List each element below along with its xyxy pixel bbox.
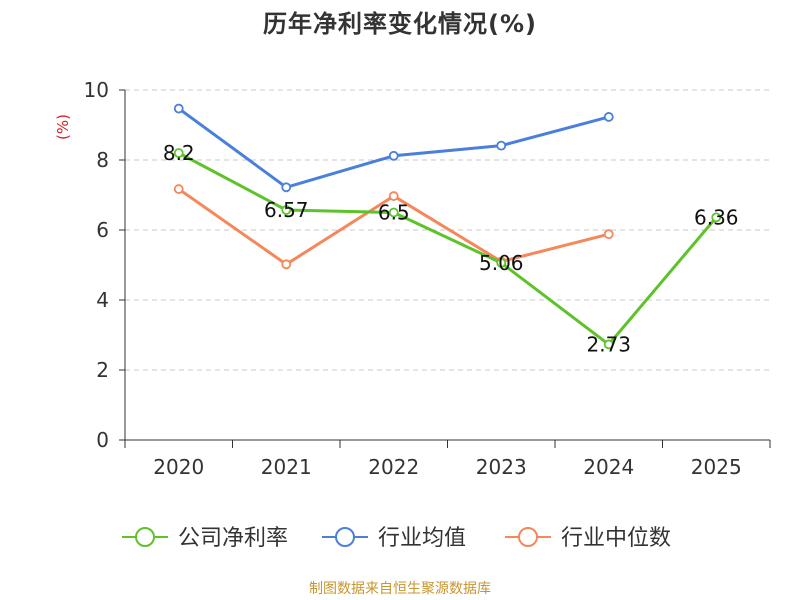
data-point [388,191,399,201]
legend-marker [135,527,155,547]
data-point [173,148,184,158]
data-point [603,229,614,240]
data-point [496,140,507,151]
data-source-footer: 制图数据来自恒生聚源数据库 [309,581,491,597]
y-tick-label: 10 [84,78,109,102]
series-line-0 [177,151,718,346]
data-point [603,112,614,122]
x-tick-label: 2021 [261,455,312,479]
data-point [173,184,184,194]
data-label: 2.73 [586,332,631,356]
data-point [281,259,292,270]
y-tick-label: 0 [96,428,109,452]
x-tick-label: 2024 [583,455,634,479]
data-point [388,207,399,218]
data-point [388,150,399,161]
data-point [711,212,722,223]
data-label: 6.57 [264,198,309,222]
data-label: 6.5 [378,201,410,225]
x-tick-label: 2022 [368,455,419,479]
legend-label: 行业中位数 [561,526,671,551]
x-tick-label: 2023 [476,455,527,479]
data-point [281,182,292,193]
data-label: 5.06 [479,251,524,275]
data-point [173,103,184,114]
data-point [603,339,614,350]
y-axis-label: (%) [54,114,72,140]
legend-marker [518,527,538,547]
y-tick-label: 4 [96,288,109,312]
data-point [496,257,507,268]
chart-title: 历年净利率变化情况(%) [263,10,537,38]
y-tick-label: 6 [96,218,109,242]
legend-label: 行业均值 [378,526,466,551]
x-tick-label: 2020 [153,455,204,479]
legend-marker [335,527,355,547]
data-point [281,205,292,215]
y-tick-label: 8 [96,148,109,172]
x-tick-label: 2025 [691,455,742,479]
legend-label: 公司净利率 [178,526,288,551]
data-label: 6.36 [694,205,739,229]
series-line-1 [177,107,611,189]
y-tick-label: 2 [96,358,109,382]
data-label: 8.2 [163,141,195,165]
